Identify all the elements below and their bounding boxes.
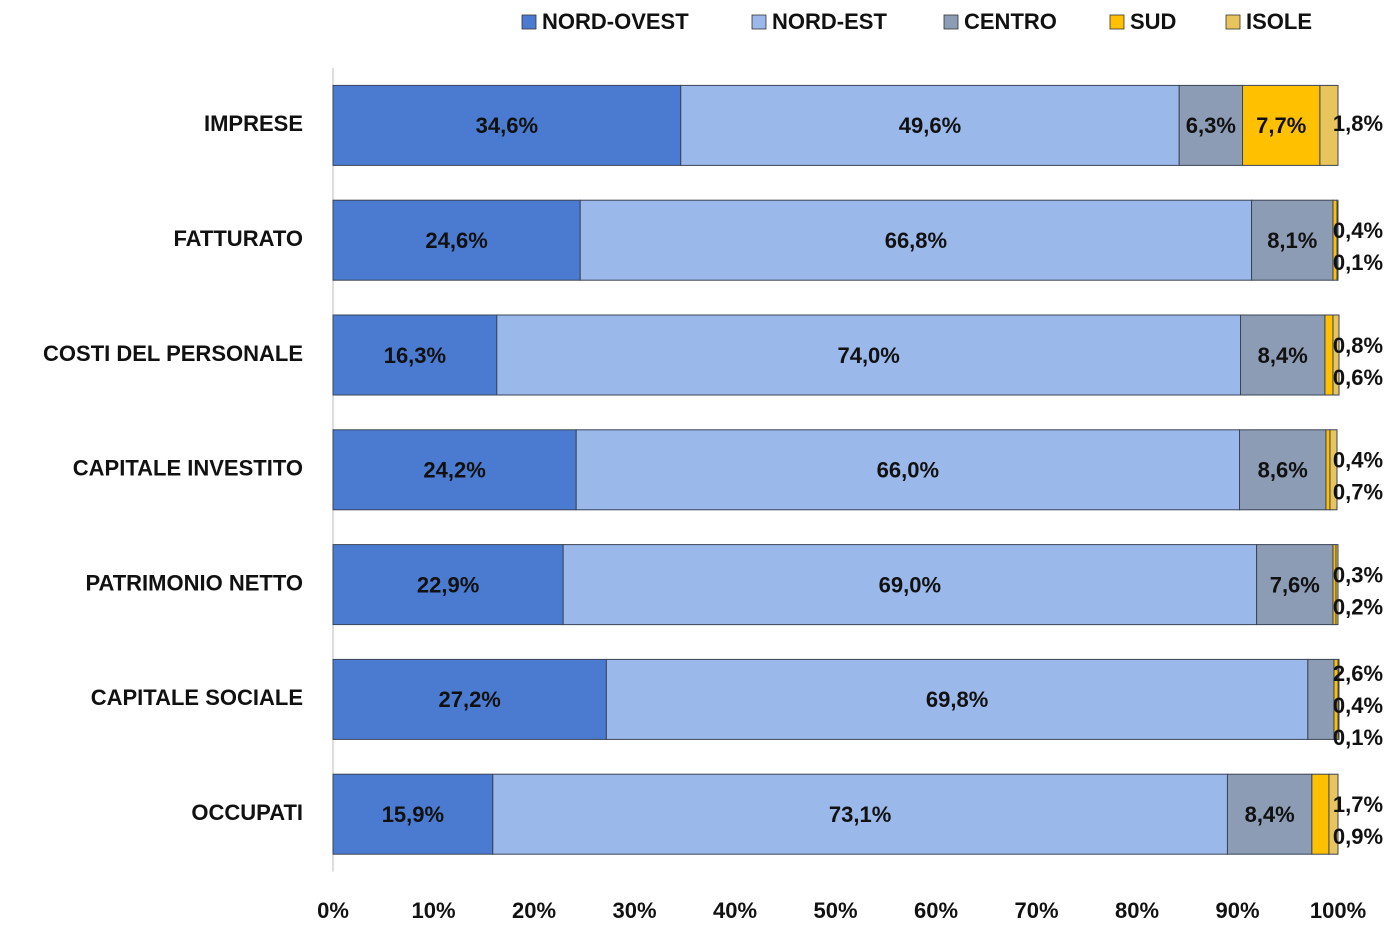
data-label: 0,3% [1333,562,1383,587]
legend-label: CENTRO [964,9,1057,34]
bar-segment [332,429,577,511]
x-tick-label: 20% [512,898,556,923]
legend-swatch [943,14,959,30]
legend-swatch [521,14,537,30]
bar-segment [332,773,494,855]
bar-segment [1239,429,1327,511]
data-label: 0,4% [1333,448,1383,473]
data-label: 34,6% [476,113,538,138]
data-label: 7,6% [1270,572,1320,597]
y-tick-label: PATRIMONIO NETTO [85,570,303,595]
y-tick-label: CAPITALE SOCIALE [91,685,303,710]
bar-segment [1337,658,1340,740]
data-label: 66,0% [877,458,939,483]
bar-segment [1307,658,1335,740]
data-label: 66,8% [885,228,947,253]
x-tick-label: 90% [1215,898,1259,923]
bar-segment [1336,199,1339,281]
y-tick-label: FATTURATO [173,226,303,251]
data-label: 24,6% [425,228,487,253]
data-label: 7,7% [1256,113,1306,138]
bar-segment [1325,429,1331,511]
data-label: 49,6% [899,113,961,138]
data-label: 15,9% [382,802,444,827]
y-tick-label: COSTI DEL PERSONALE [43,341,303,366]
legend-swatch [751,14,767,30]
bar-segment [562,544,1258,626]
data-label: 2,6% [1333,661,1383,686]
legend-swatch [1109,14,1125,30]
y-tick-label: CAPITALE INVESTITO [73,456,303,481]
data-label: 0,7% [1333,480,1383,505]
bar-segment [332,658,607,740]
bar-segment [1329,429,1338,511]
data-label: 22,9% [417,572,479,597]
legend-label: NORD-OVEST [542,9,689,34]
data-label: 0,1% [1333,725,1383,750]
x-tick-label: 60% [914,898,958,923]
data-label: 24,2% [423,458,485,483]
data-label: 0,8% [1333,333,1383,358]
data-label: 6,3% [1186,113,1236,138]
data-label: 0,6% [1333,365,1383,390]
x-tick-label: 0% [317,898,349,923]
data-label: 8,1% [1267,228,1317,253]
bar-segment [1324,314,1334,396]
x-tick-label: 100% [1310,898,1366,923]
data-label: 1,8% [1333,111,1383,136]
bar-segment [332,544,564,626]
bar-segment [332,314,498,396]
legend-swatch [1225,14,1241,30]
bar-segment [1311,773,1330,855]
x-tick-label: 50% [813,898,857,923]
y-tick-label: OCCUPATI [191,800,303,825]
data-label: 8,6% [1258,458,1308,483]
bar-segment [1335,544,1339,626]
data-label: 69,0% [879,572,941,597]
x-tick-label: 30% [612,898,656,923]
bar-segment [680,84,1180,166]
x-tick-label: 80% [1115,898,1159,923]
data-label: 0,4% [1333,693,1383,718]
data-label: 74,0% [837,343,899,368]
bar-segment [1328,773,1339,855]
data-label: 0,4% [1333,218,1383,243]
data-label: 27,2% [438,687,500,712]
bar-segment [496,314,1242,396]
y-tick-label: IMPRESE [204,111,303,136]
bar-segment [579,199,1253,281]
x-tick-label: 70% [1014,898,1058,923]
data-label: 69,8% [926,687,988,712]
data-label: 16,3% [384,343,446,368]
bar-segment [1178,84,1244,166]
bar-segment [1226,773,1313,855]
bar-segment [332,84,682,166]
data-label: 0,9% [1333,824,1383,849]
bar-segment [1319,84,1339,166]
data-label: 73,1% [829,802,891,827]
legend-label: SUD [1130,9,1176,34]
x-tick-label: 10% [411,898,455,923]
bar-segment [1240,314,1326,396]
bar-segment [1256,544,1334,626]
legend-label: NORD-EST [772,9,887,34]
bar-segment [605,658,1309,740]
legend-label: ISOLE [1246,9,1312,34]
x-tick-label: 40% [713,898,757,923]
bar-segment [332,199,581,281]
data-label: 0,1% [1333,250,1383,275]
data-label: 1,7% [1333,792,1383,817]
data-label: 8,4% [1245,802,1295,827]
bar-segment [1332,314,1340,396]
data-label: 8,4% [1258,343,1308,368]
data-label: 0,2% [1333,594,1383,619]
